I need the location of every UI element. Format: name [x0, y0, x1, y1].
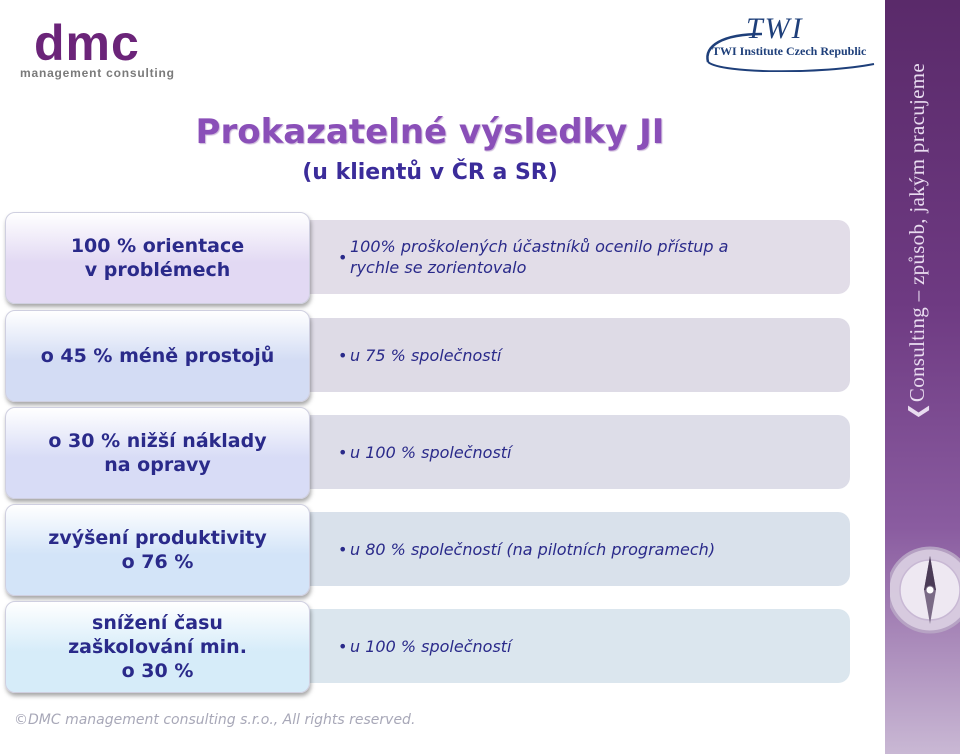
copyright-footer: ©DMC management consulting s.r.o., All r… [14, 712, 416, 728]
row-value-text: 100% proškolených účastníků ocenilo přís… [350, 237, 729, 277]
row-label-text: 100 % orientace v problémech [70, 235, 245, 281]
compass-icon [890, 546, 960, 634]
twi-logo-word: TWI [746, 12, 804, 45]
bullet-icon: • [338, 539, 348, 559]
row-label-text: snížení času zaškolování min. o 30 % [68, 612, 247, 682]
row-value-5: • u 100 % společností [308, 609, 850, 683]
page-subtitle: (u klientů v ČR a SR) [302, 160, 558, 185]
dmc-logo-subtitle: management consulting [20, 66, 175, 80]
row-label-4: zvýšení produktivity o 76 % [5, 504, 310, 596]
row-value-text: u 75 % společností [350, 345, 502, 365]
row-label-1: 100 % orientace v problémech [5, 212, 310, 304]
row-value-4: • u 80 % společností (na pilotních progr… [308, 512, 850, 586]
row-value-3: • u 100 % společností [308, 415, 850, 489]
bullet-icon: • [338, 442, 348, 462]
bullet-icon: • [338, 247, 348, 267]
row-label-3: o 30 % nižší náklady na opravy [5, 407, 310, 499]
twi-logo: TWI TWI Institute Czech Republic [702, 10, 878, 72]
twi-logo-subtitle: TWI Institute Czech Republic [712, 44, 867, 58]
row-value-text: u 100 % společností [350, 442, 512, 462]
row-label-text: zvýšení produktivity o 76 % [48, 527, 267, 573]
row-label-2: o 45 % méně prostojů [5, 310, 310, 402]
row-label-text: o 45 % méně prostojů [40, 345, 275, 367]
row-value-1: • 100% proškolených účastníků ocenilo př… [308, 220, 850, 294]
side-banner-text: ❮Consulting – způsob, jakým pracujeme [905, 62, 929, 420]
row-value-2: • u 75 % společností [308, 318, 850, 392]
dmc-logo: dmc management consulting [20, 15, 195, 84]
row-label-5: snížení času zaškolování min. o 30 % [5, 601, 310, 693]
row-value-text: u 80 % společností (na pilotních program… [350, 539, 716, 559]
row-value-text: u 100 % společností [350, 636, 512, 656]
dmc-logo-word: dmc [34, 15, 140, 71]
bullet-icon: • [338, 345, 348, 365]
twi-swoosh-icon [706, 32, 875, 72]
row-label-text: o 30 % nižší náklady na opravy [48, 430, 267, 476]
page-title: Prokazatelné výsledky JI [195, 112, 665, 152]
bullet-icon: • [338, 636, 348, 656]
